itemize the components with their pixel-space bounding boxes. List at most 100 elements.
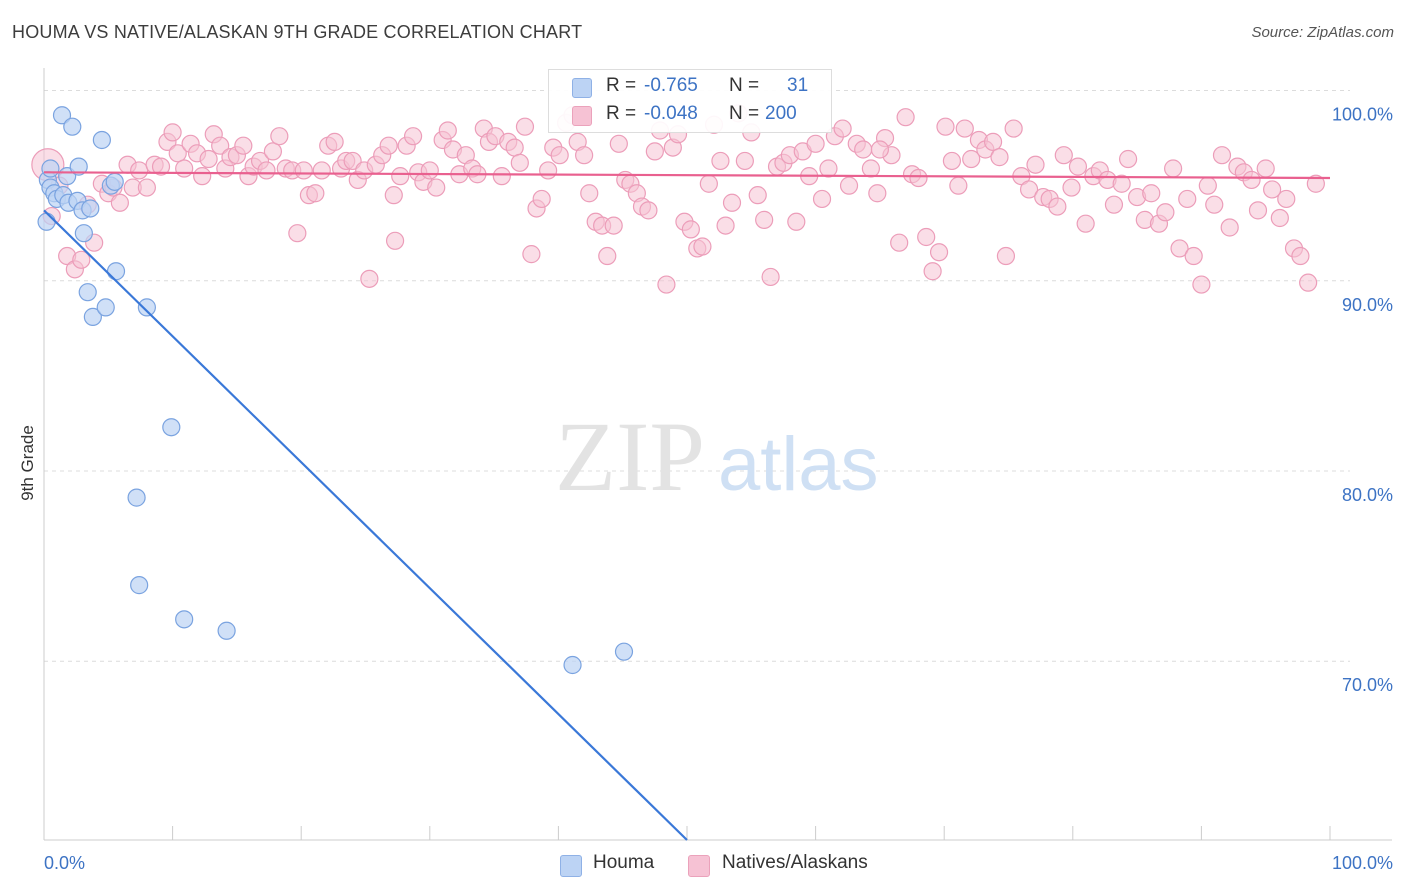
data-point-natives xyxy=(806,134,825,153)
data-point-houma xyxy=(130,576,149,595)
legend-label-houma: Houma xyxy=(593,852,655,873)
data-point-natives xyxy=(839,176,859,195)
data-point-natives xyxy=(306,184,325,203)
n-value: 200 xyxy=(765,103,797,124)
data-point-natives xyxy=(949,176,968,195)
data-point-natives xyxy=(151,157,171,176)
data-point-natives xyxy=(294,161,313,180)
data-point-natives xyxy=(1054,146,1073,165)
data-point-houma xyxy=(41,159,60,178)
data-point-natives xyxy=(505,138,524,157)
data-point-natives xyxy=(1277,189,1296,209)
data-point-houma xyxy=(92,130,111,150)
data-point-natives xyxy=(1164,159,1183,178)
data-point-natives xyxy=(896,108,915,127)
data-point-houma xyxy=(105,172,124,191)
legend-label-natives: Natives/Alaskans xyxy=(722,852,868,873)
data-point-natives xyxy=(1263,180,1282,199)
data-point-natives xyxy=(1270,208,1289,228)
data-point-natives xyxy=(1192,275,1211,294)
data-point-natives xyxy=(996,246,1016,266)
data-point-natives xyxy=(942,151,962,171)
data-point-houma xyxy=(74,224,93,243)
data-point-natives xyxy=(1062,178,1081,197)
axes xyxy=(43,68,1392,841)
correlation-legend: R = -0.765 N = 31 R = -0.048 N = 200 xyxy=(548,69,832,133)
data-point-natives xyxy=(1291,246,1310,266)
legend-swatch-houma xyxy=(560,855,582,877)
data-point-natives xyxy=(325,132,344,151)
data-point-natives xyxy=(1019,180,1039,199)
data-point-houma xyxy=(162,418,181,437)
data-point-natives xyxy=(257,161,276,180)
data-point-natives xyxy=(1184,246,1203,266)
data-point-natives xyxy=(522,245,541,264)
r-value: -0.048 xyxy=(644,103,698,124)
data-point-houma xyxy=(137,298,156,317)
data-point-natives xyxy=(861,159,880,178)
data-point-natives xyxy=(1299,273,1318,292)
legend-row-natives: R = -0.048 N = 200 xyxy=(549,101,831,129)
data-point-natives xyxy=(936,117,955,136)
data-point-houma xyxy=(106,262,126,281)
data-point-natives xyxy=(917,227,936,247)
data-point-houma xyxy=(69,157,88,176)
data-point-natives xyxy=(510,153,529,172)
data-point-natives xyxy=(427,178,446,197)
data-point-natives xyxy=(360,269,379,288)
y-tick-label: 70.0% xyxy=(1342,675,1393,695)
data-point-natives xyxy=(550,146,569,165)
data-point-natives xyxy=(909,168,928,188)
data-point-natives xyxy=(137,178,156,197)
data-point-natives xyxy=(639,201,658,220)
legend-swatch-houma xyxy=(572,78,592,98)
data-point-natives xyxy=(1248,201,1268,220)
data-point-natives xyxy=(1026,155,1045,174)
data-point-natives xyxy=(199,149,218,169)
data-point-natives xyxy=(1076,214,1095,233)
data-point-houma xyxy=(175,610,194,629)
data-point-natives xyxy=(929,243,949,262)
data-point-natives xyxy=(403,127,423,146)
data-point-natives xyxy=(693,237,712,256)
data-point-natives xyxy=(748,186,767,205)
data-point-houma xyxy=(96,298,115,317)
r-value: -0.765 xyxy=(644,75,698,96)
data-point-natives xyxy=(722,193,742,212)
data-point-natives xyxy=(761,267,780,287)
data-point-natives xyxy=(598,246,617,266)
series-houma-points xyxy=(37,106,634,675)
data-point-houma xyxy=(217,621,236,640)
data-point-natives xyxy=(532,189,551,209)
data-point-natives xyxy=(735,151,754,171)
data-point-natives xyxy=(962,149,981,169)
n-label: N = xyxy=(729,75,760,96)
data-point-natives xyxy=(819,159,838,178)
data-point-houma xyxy=(614,642,634,661)
data-point-natives xyxy=(711,151,730,171)
data-point-natives xyxy=(645,142,664,161)
data-point-natives xyxy=(1220,218,1239,237)
data-point-natives xyxy=(163,123,182,142)
data-point-natives xyxy=(955,119,974,138)
n-label: N = xyxy=(729,103,760,124)
data-point-natives xyxy=(193,167,212,186)
data-point-natives xyxy=(539,161,558,180)
r-label: R = xyxy=(606,103,637,124)
n-value: 31 xyxy=(787,75,809,96)
data-point-houma xyxy=(63,117,82,136)
data-point-houma xyxy=(78,283,97,302)
data-point-natives xyxy=(833,119,852,138)
tick-labels: 100.0% 90.0% 80.0% 70.0% 0.0% 100.0% xyxy=(44,105,1393,873)
data-point-natives xyxy=(211,136,230,155)
data-point-natives xyxy=(270,127,289,146)
data-point-natives xyxy=(890,233,909,252)
source-label: Source: ZipAtlas.com xyxy=(1251,24,1394,41)
data-point-natives xyxy=(812,189,832,209)
data-point-natives xyxy=(288,224,307,243)
data-point-natives xyxy=(1306,174,1325,193)
data-point-natives xyxy=(1104,195,1124,214)
data-point-natives xyxy=(1118,149,1138,169)
trend-lines xyxy=(43,171,1331,841)
